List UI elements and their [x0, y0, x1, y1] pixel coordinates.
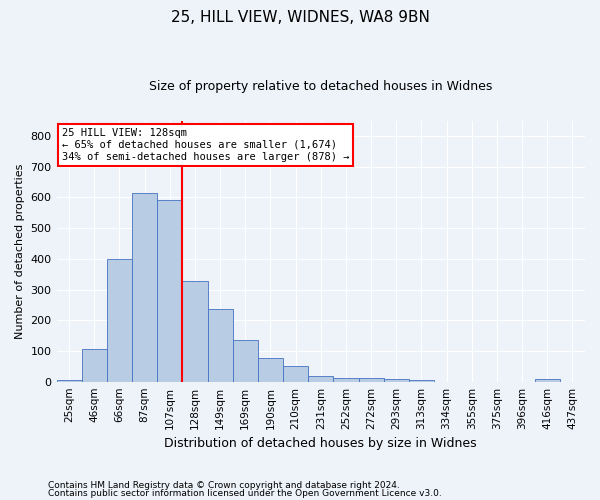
Bar	[132, 192, 157, 382]
Bar	[182, 281, 208, 382]
Bar	[383, 378, 409, 382]
Bar	[233, 340, 258, 382]
Text: Contains HM Land Registry data © Crown copyright and database right 2024.: Contains HM Land Registry data © Crown c…	[48, 481, 400, 490]
Bar	[107, 259, 132, 382]
Bar	[334, 378, 359, 382]
Bar	[208, 309, 233, 382]
Bar	[359, 378, 383, 382]
Y-axis label: Number of detached properties: Number of detached properties	[15, 164, 25, 339]
Bar	[535, 379, 560, 382]
Bar	[308, 376, 334, 382]
Title: Size of property relative to detached houses in Widnes: Size of property relative to detached ho…	[149, 80, 493, 93]
Bar	[258, 358, 283, 382]
X-axis label: Distribution of detached houses by size in Widnes: Distribution of detached houses by size …	[164, 437, 477, 450]
Bar	[409, 380, 434, 382]
Text: 25 HILL VIEW: 128sqm
← 65% of detached houses are smaller (1,674)
34% of semi-de: 25 HILL VIEW: 128sqm ← 65% of detached h…	[62, 128, 349, 162]
Bar	[82, 349, 107, 382]
Bar	[157, 200, 182, 382]
Text: 25, HILL VIEW, WIDNES, WA8 9BN: 25, HILL VIEW, WIDNES, WA8 9BN	[170, 10, 430, 25]
Bar	[56, 380, 82, 382]
Text: Contains public sector information licensed under the Open Government Licence v3: Contains public sector information licen…	[48, 488, 442, 498]
Bar	[283, 366, 308, 382]
